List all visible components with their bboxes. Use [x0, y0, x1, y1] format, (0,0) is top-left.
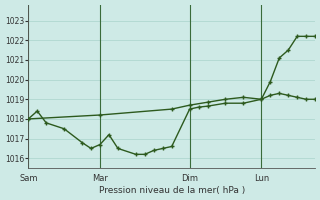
X-axis label: Pression niveau de la mer( hPa ): Pression niveau de la mer( hPa ) — [99, 186, 245, 195]
